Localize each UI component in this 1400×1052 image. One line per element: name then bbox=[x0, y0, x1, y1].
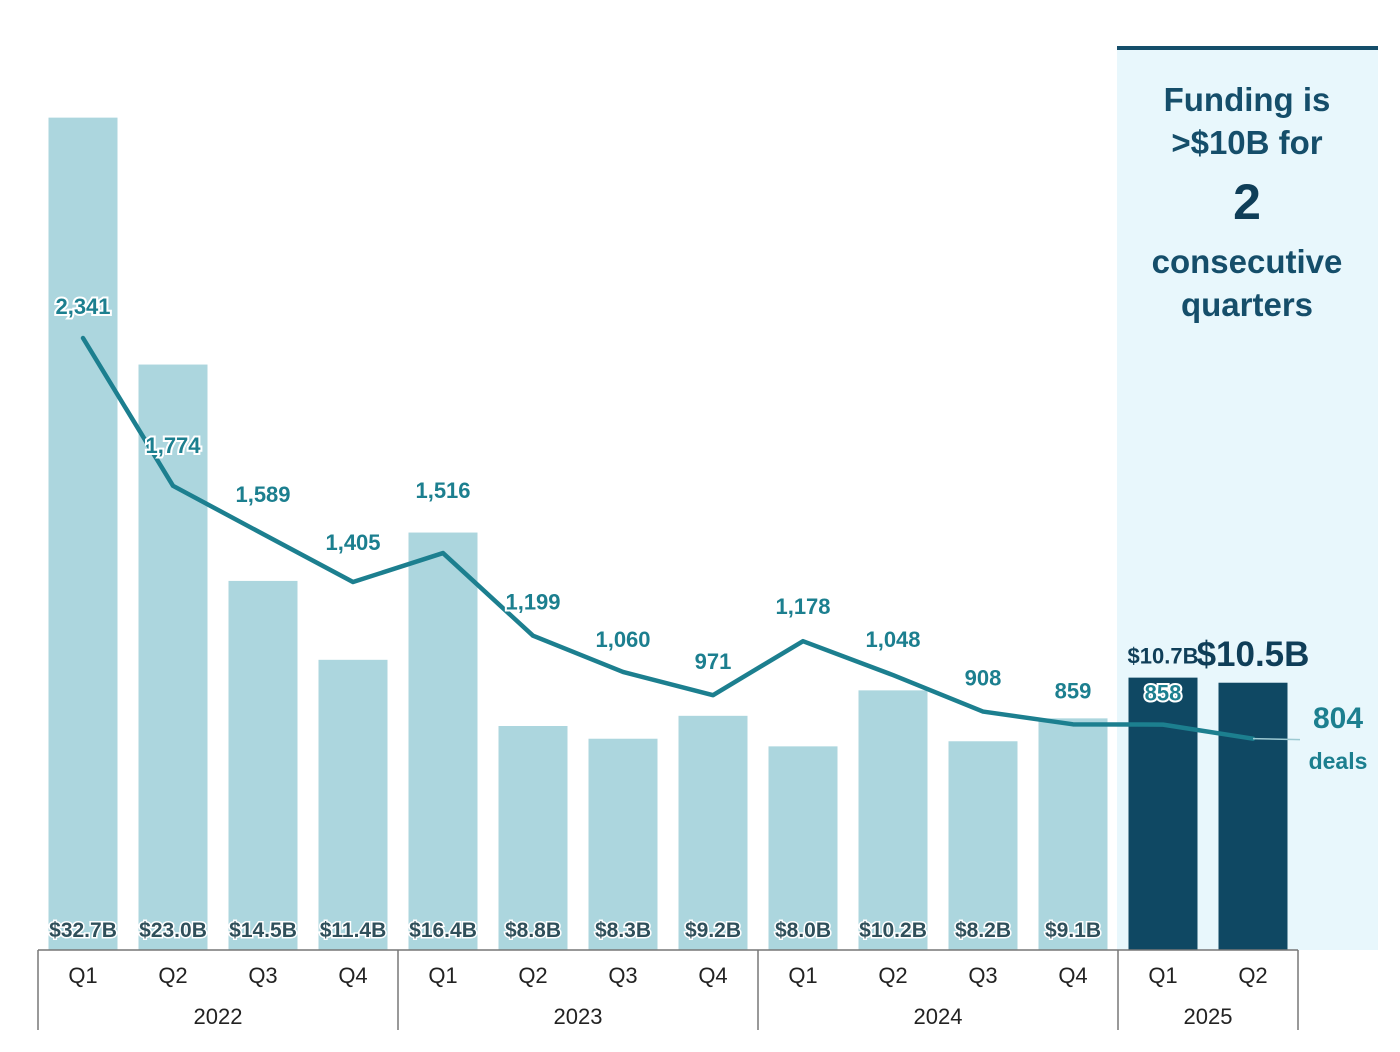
end-deals-value: 804 bbox=[1312, 702, 1364, 735]
bar-label-2023-q1: $16.4B bbox=[409, 919, 477, 942]
x-axis: Q1 Q2 Q3 Q4 Q1 Q2 Q3 Q4 Q1 Q2 Q3 Q4 Q1 Q2 2022 2023 2024… bbox=[37, 949, 1299, 1030]
bar-2024-q3 bbox=[948, 741, 1018, 950]
tick-label-2022-q1: Q1 bbox=[68, 963, 97, 988]
deal-labels-group: 2,341 1,774 1,589 1,405 1,516 1,199 1,060 971 1,… bbox=[53, 292, 1183, 708]
deals-line bbox=[80, 335, 1256, 741]
deal-label-2022-q2: 1,774 bbox=[145, 433, 201, 458]
bar-2025-q2 bbox=[1218, 682, 1288, 950]
bar-2022-q1 bbox=[48, 117, 118, 951]
tick-label-2022-q4: Q4 bbox=[338, 963, 367, 988]
bar-label-2022-q3: $14.5B bbox=[229, 919, 297, 942]
deal-label-2024-q2: 1,048 bbox=[865, 627, 920, 652]
bar-2024-q2 bbox=[858, 690, 928, 950]
deal-label-2023-q1: 1,516 bbox=[415, 478, 470, 503]
tick-label-2024-q2: Q2 bbox=[878, 963, 907, 988]
bar-2022-q3 bbox=[228, 580, 298, 950]
bar-label-2023-q3: $8.3B bbox=[595, 919, 651, 942]
deals-line-group bbox=[80, 335, 1301, 741]
bar-label-2022-q2: $23.0B bbox=[139, 919, 207, 942]
end-label-connector bbox=[1252, 737, 1301, 741]
deal-label-2023-q2: 1,199 bbox=[505, 590, 560, 615]
deal-label-2024-q1: 1,178 bbox=[775, 594, 830, 619]
deal-label-2024-q4: 859 bbox=[1055, 678, 1092, 703]
bar-2023-q2 bbox=[498, 726, 568, 950]
deal-label-2022-q3: 1,589 bbox=[235, 482, 290, 507]
callout-line-1: Funding is bbox=[1163, 81, 1331, 118]
end-deals-unit: deals bbox=[1308, 748, 1368, 774]
tick-label-2023-q2: Q2 bbox=[518, 963, 547, 988]
year-label-2022: 2022 bbox=[194, 1004, 243, 1029]
bar-label-2023-q4: $9.2B bbox=[685, 919, 741, 942]
bars-group bbox=[48, 117, 1288, 951]
tick-label-2024-q4: Q4 bbox=[1058, 963, 1087, 988]
bar-label-2024-q2: $10.2B bbox=[859, 919, 927, 942]
deal-label-2024-q3: 908 bbox=[965, 666, 1002, 691]
callout-line-3: consecutive bbox=[1151, 243, 1343, 280]
tick-label-2023-q1: Q1 bbox=[428, 963, 457, 988]
callout-big-number: 2 bbox=[1233, 174, 1261, 230]
callout-line-4: quarters bbox=[1180, 286, 1314, 323]
deal-label-2022-q4: 1,405 bbox=[325, 530, 380, 555]
year-label-2025: 2025 bbox=[1184, 1004, 1233, 1029]
tick-label-2023-q3: Q3 bbox=[608, 963, 637, 988]
bar-2025-q1 bbox=[1128, 677, 1198, 950]
bar-2023-q3 bbox=[588, 738, 658, 950]
callout-box: Funding is >$10B for 2 consecutive quart… bbox=[1117, 78, 1377, 326]
deal-label-2025-q1: 858 bbox=[1145, 681, 1182, 706]
bar-2023-q1 bbox=[408, 532, 478, 950]
bar-label-2024-q3: $8.2B bbox=[955, 919, 1011, 942]
deal-label-2023-q3: 1,060 bbox=[595, 627, 650, 652]
bar-2022-q2 bbox=[138, 364, 208, 951]
tick-label-2022-q3: Q3 bbox=[248, 963, 277, 988]
bar-2024-q1 bbox=[768, 746, 838, 950]
bar-label-2022-q1: $32.7B bbox=[49, 919, 117, 942]
tick-label-2022-q2: Q2 bbox=[158, 963, 187, 988]
tick-label-2025-q1: Q1 bbox=[1148, 963, 1177, 988]
tick-label-2025-q2: Q2 bbox=[1238, 963, 1267, 988]
bar-label-2023-q2: $8.8B bbox=[505, 919, 561, 942]
bar-labels-group: $32.7B $23.0B $14.5B $11.4B $16.4B $8.8B $8.3B… bbox=[48, 644, 1199, 944]
bar-2024-q4 bbox=[1038, 718, 1108, 950]
year-label-2024: 2024 bbox=[914, 1004, 963, 1029]
bar-label-2022-q4: $11.4B bbox=[320, 919, 387, 942]
year-label-2023: 2023 bbox=[554, 1004, 603, 1029]
tick-label-2024-q3: Q3 bbox=[968, 963, 997, 988]
tick-label-2023-q4: Q4 bbox=[698, 963, 727, 988]
bar-label-2025-q1: $10.7B bbox=[1128, 644, 1199, 669]
callout-line-2: >$10B for bbox=[1171, 124, 1323, 161]
deal-label-2022-q1: 2,341 bbox=[55, 294, 110, 319]
bar-2023-q4 bbox=[678, 715, 748, 950]
latest-funding-value: $10.5B bbox=[1196, 634, 1310, 674]
bar-label-2024-q1: $8.0B bbox=[775, 919, 831, 942]
bar-label-2024-q4: $9.1B bbox=[1045, 919, 1101, 942]
deal-label-2023-q4: 971 bbox=[695, 649, 732, 674]
tick-label-2024-q1: Q1 bbox=[788, 963, 817, 988]
bar-2022-q4 bbox=[318, 659, 388, 950]
